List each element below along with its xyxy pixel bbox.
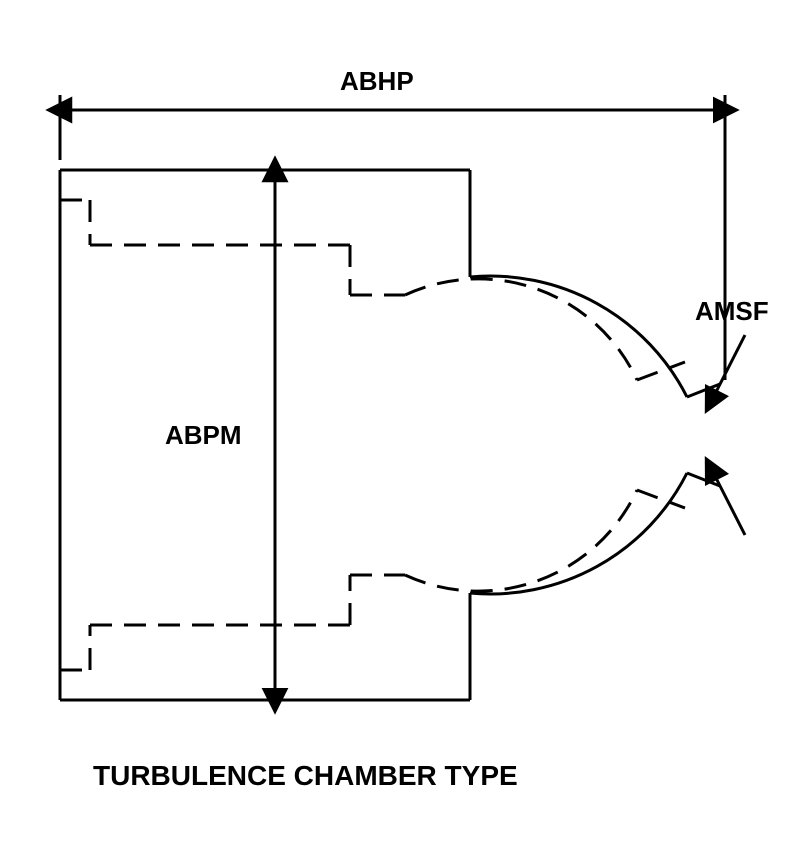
label-amsf: AMSF — [695, 296, 769, 327]
dimension-abhp — [60, 95, 725, 380]
label-abhp: ABHP — [340, 66, 414, 97]
dimension-amsf — [716, 335, 745, 535]
diagram-canvas: ABHP ABPM AMSF TURBULENCE CHAMBER TYPE — [0, 0, 795, 855]
technical-drawing — [0, 0, 795, 855]
diagram-title: TURBULENCE CHAMBER TYPE — [93, 760, 518, 792]
hidden-lines — [60, 200, 685, 670]
body-outline — [60, 170, 720, 700]
label-abpm: ABPM — [165, 420, 242, 451]
